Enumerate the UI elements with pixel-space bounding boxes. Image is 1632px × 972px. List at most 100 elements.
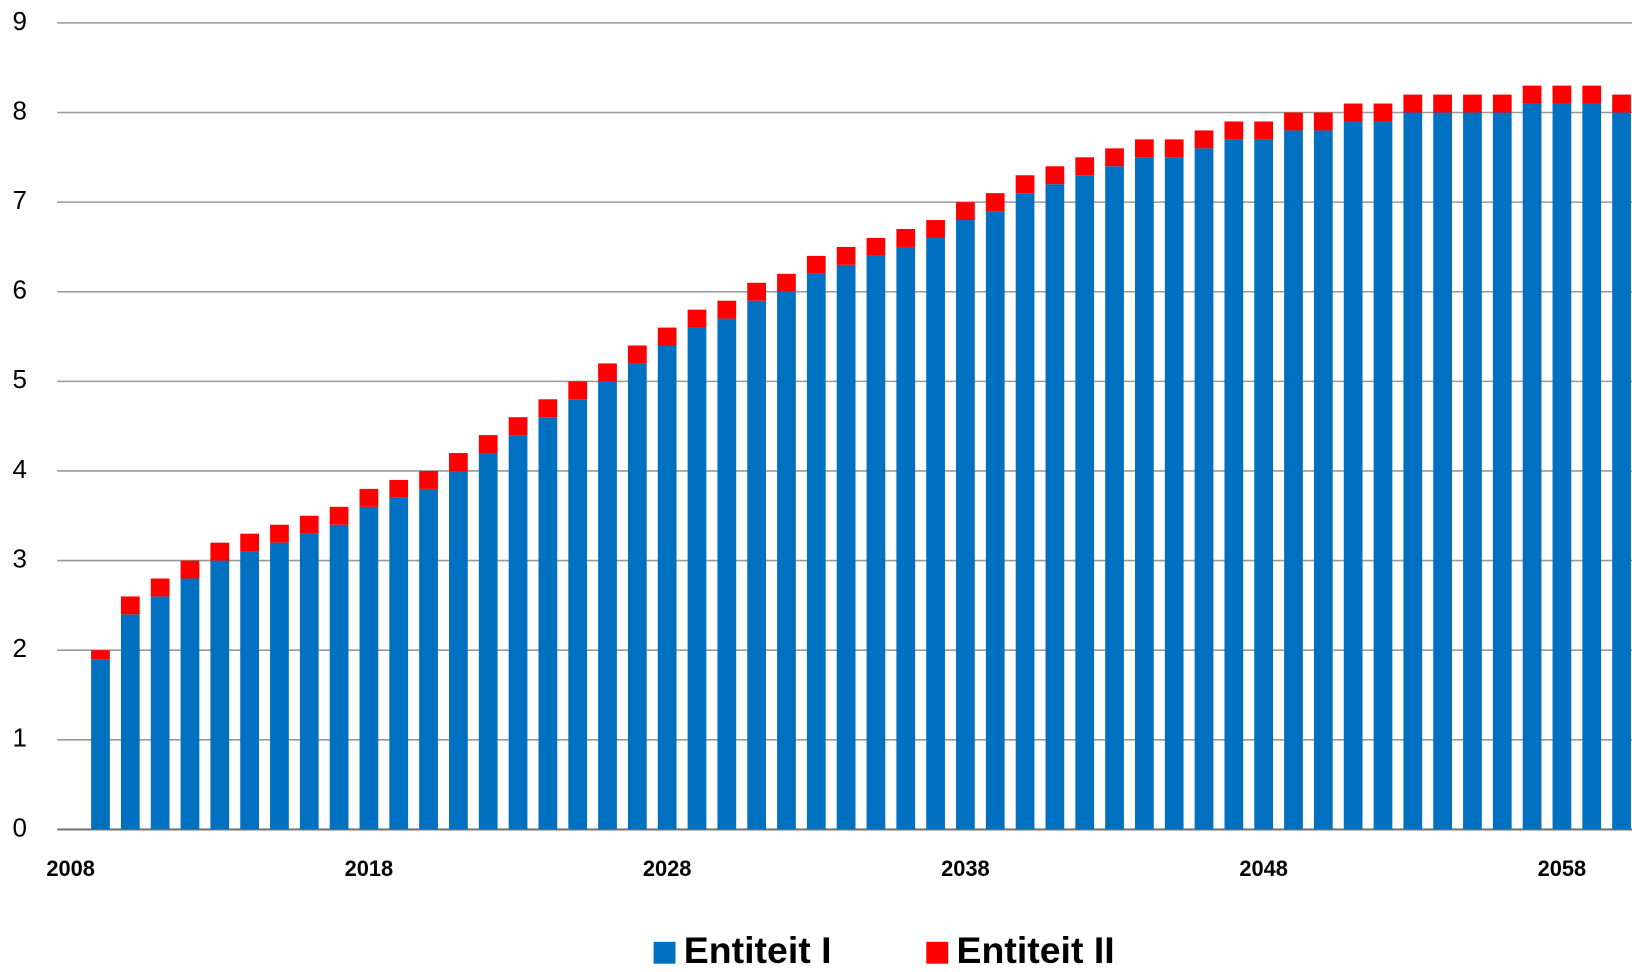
bar-segment xyxy=(866,237,886,256)
bar-segment xyxy=(1313,112,1333,131)
bar-segment xyxy=(1522,85,1542,104)
legend-label: Entiteit II xyxy=(957,929,1115,971)
bar-segment xyxy=(777,291,796,830)
bar-segment xyxy=(210,560,230,830)
y-tick-label: 7 xyxy=(12,185,26,215)
bar-segment xyxy=(985,211,1005,830)
bar-segment xyxy=(1463,94,1482,113)
bar-segment xyxy=(180,578,200,830)
bar-segment xyxy=(1552,103,1572,830)
y-tick-label: 0 xyxy=(12,812,26,842)
bar-segment xyxy=(777,273,796,292)
bar-segment xyxy=(717,300,737,319)
y-tick-label: 1 xyxy=(12,723,26,753)
bar-segment xyxy=(120,596,140,615)
bar-segment xyxy=(180,560,200,579)
bar-segment xyxy=(1075,175,1095,830)
bar-segment xyxy=(1552,85,1572,104)
bar-segment xyxy=(1492,94,1512,113)
bar-segment xyxy=(478,435,498,454)
bar-segment xyxy=(956,202,975,221)
bar-segment xyxy=(956,220,975,830)
bar-segment xyxy=(299,515,319,534)
bar-segment xyxy=(866,255,886,830)
bar-segment xyxy=(1343,121,1363,830)
bar-segment xyxy=(687,309,707,328)
bar-segment xyxy=(717,318,737,830)
bar-segment xyxy=(150,596,170,830)
bar-segment xyxy=(538,399,558,418)
bar-segment xyxy=(240,551,259,830)
bar-segment xyxy=(359,488,379,507)
legend-swatch xyxy=(926,941,949,964)
bar-segment xyxy=(210,542,230,561)
x-tick-label: 2018 xyxy=(345,856,394,881)
bar-segment xyxy=(1015,175,1035,194)
y-tick-label: 9 xyxy=(12,6,26,36)
bar-segment xyxy=(120,614,140,830)
y-tick-label: 6 xyxy=(12,275,26,305)
bar-segment xyxy=(836,246,856,265)
bar-segment xyxy=(1612,112,1631,830)
x-tick-label: 2058 xyxy=(1538,856,1587,881)
y-tick-label: 2 xyxy=(12,633,26,663)
legend-swatch xyxy=(653,941,676,964)
bar-segment xyxy=(747,282,767,301)
bar-segment xyxy=(270,542,289,830)
bar-segment xyxy=(329,524,349,830)
y-tick-label: 4 xyxy=(12,454,26,484)
bar-segment xyxy=(926,237,945,830)
x-tick-label: 2008 xyxy=(46,856,95,881)
bar-segment xyxy=(1612,94,1631,113)
bar-segment xyxy=(1313,130,1333,830)
x-tick-label: 2048 xyxy=(1239,856,1288,881)
bar-segment xyxy=(1134,139,1154,158)
bar-segment xyxy=(747,300,767,830)
bar-segment xyxy=(1463,112,1482,830)
y-tick-label: 8 xyxy=(12,95,26,125)
bar-segment xyxy=(299,533,319,830)
bar-segment xyxy=(836,264,856,830)
bar-segment xyxy=(1254,139,1274,830)
bar-segment xyxy=(568,381,588,400)
bar-segment xyxy=(896,246,916,830)
bar-segment xyxy=(1224,121,1244,140)
bar-segment xyxy=(359,506,379,830)
bar-segment xyxy=(598,363,617,382)
bar-segment xyxy=(1194,148,1214,830)
bar-segment xyxy=(1582,103,1602,830)
bar-segment xyxy=(627,363,647,830)
y-tick-label: 5 xyxy=(12,364,26,394)
bar-segment xyxy=(1224,139,1244,830)
bar-segment xyxy=(508,435,528,830)
bar-segment xyxy=(657,345,677,830)
bar-segment xyxy=(896,229,916,247)
bar-segment xyxy=(1015,193,1035,830)
bar-segment xyxy=(150,578,170,597)
bar-segment xyxy=(538,417,558,830)
bar-segment xyxy=(270,524,289,543)
bar-segment xyxy=(1284,112,1303,131)
bar-segment xyxy=(687,327,707,830)
bar-segment xyxy=(568,399,588,830)
bar-segment xyxy=(329,506,349,525)
bar-segment xyxy=(449,470,468,830)
bar-segment xyxy=(1403,94,1423,113)
bar-segment xyxy=(1075,157,1095,176)
bar-segment xyxy=(1164,139,1184,158)
bar-segment xyxy=(1284,130,1303,830)
bar-segment xyxy=(1343,103,1363,122)
bar-segment xyxy=(1522,103,1542,830)
bar-segment xyxy=(389,479,409,498)
bar-segment xyxy=(419,488,438,830)
bar-segment xyxy=(806,255,826,274)
bar-segment xyxy=(806,273,826,830)
bar-segment xyxy=(478,453,498,830)
bar-segment xyxy=(240,533,259,552)
bar-segment xyxy=(1134,157,1154,830)
bar-segment xyxy=(1403,112,1423,830)
bar-segment xyxy=(1492,112,1512,830)
bar-segment xyxy=(449,453,468,471)
bar-segment xyxy=(1105,148,1124,167)
bar-segment xyxy=(389,497,409,830)
